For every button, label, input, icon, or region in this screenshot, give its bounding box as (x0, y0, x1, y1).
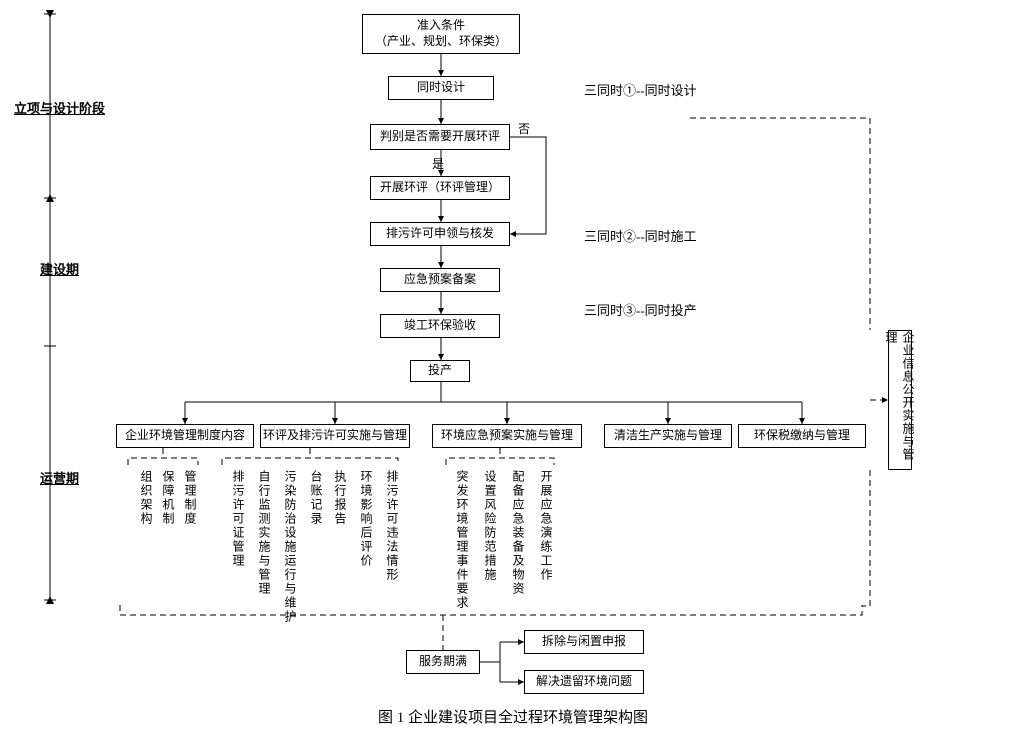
node-permit: 排污许可申领与核发 (370, 222, 510, 246)
branch-cleaner: 清洁生产实施与管理 (604, 424, 732, 448)
label-three-simul-1: 三同时①--同时设计 (584, 80, 697, 99)
branch-tax: 环保税缴纳与管理 (738, 424, 866, 448)
phase-label-3: 运营期 (40, 468, 79, 487)
b3-item-1: 突发环境管理事件要求 (454, 470, 471, 610)
b3-item-4: 开展应急演练工作 (538, 470, 555, 582)
branch-emergency: 环境应急预案实施与管理 (432, 424, 582, 448)
label-three-simul-3: 三同时③--同时投产 (584, 300, 697, 319)
node-emergency-plan: 应急预案备案 (380, 268, 500, 292)
b2-item-7: 排污许可违法情形 (384, 470, 401, 582)
node-conduct-eia: 开展环评（环评管理） (370, 176, 510, 200)
b3-item-3: 配备应急装备及物资 (510, 470, 527, 596)
node-service-end: 服务期满 (406, 650, 480, 674)
node-eia-decision: 判别是否需要开展环评 (370, 124, 510, 150)
b1-item-3: 管理制度 (182, 470, 199, 526)
phase-label-1: 立项与设计阶段 (14, 98, 105, 117)
diagram-canvas: 立项与设计阶段 建设期 运营期 准入条件 （产业、规划、环保类） 同时设计 判别… (0, 0, 1026, 731)
b2-item-1: 排污许可证管理 (230, 470, 247, 568)
node-production: 投产 (410, 360, 470, 382)
b2-item-2: 自行监测实施与管理 (256, 470, 273, 596)
branch-mgmt-system: 企业环境管理制度内容 (116, 424, 254, 448)
b2-item-4: 台账记录 (308, 470, 325, 526)
b2-item-5: 执行报告 (332, 470, 349, 526)
figure-caption: 图 1 企业建设项目全过程环境管理架构图 (0, 706, 1026, 727)
label-yes: 是 (432, 155, 444, 172)
node-entry-conditions: 准入条件 （产业、规划、环保类） (362, 14, 520, 54)
b1-item-1: 组织架构 (138, 470, 155, 526)
b3-item-2: 设置风险防范措施 (482, 470, 499, 582)
node-acceptance: 竣工环保验收 (380, 314, 500, 338)
label-no: 否 (518, 120, 530, 137)
node-legacy: 解决遗留环境问题 (524, 670, 644, 694)
branch-eia-permit: 环评及排污许可实施与管理 (260, 424, 410, 448)
connector-lines (0, 0, 1026, 731)
node-demolition: 拆除与闲置申报 (524, 630, 644, 654)
phase-label-2: 建设期 (40, 259, 79, 278)
label-three-simul-2: 三同时②--同时施工 (584, 226, 697, 245)
side-info-disclosure: 企业信息公开实施与管理 (888, 330, 912, 470)
b2-item-3: 污染防治设施运行与维护 (282, 470, 299, 624)
node-concurrent-design: 同时设计 (388, 76, 494, 100)
b2-item-6: 环境影响后评价 (358, 470, 375, 568)
b1-item-2: 保障机制 (160, 470, 177, 526)
